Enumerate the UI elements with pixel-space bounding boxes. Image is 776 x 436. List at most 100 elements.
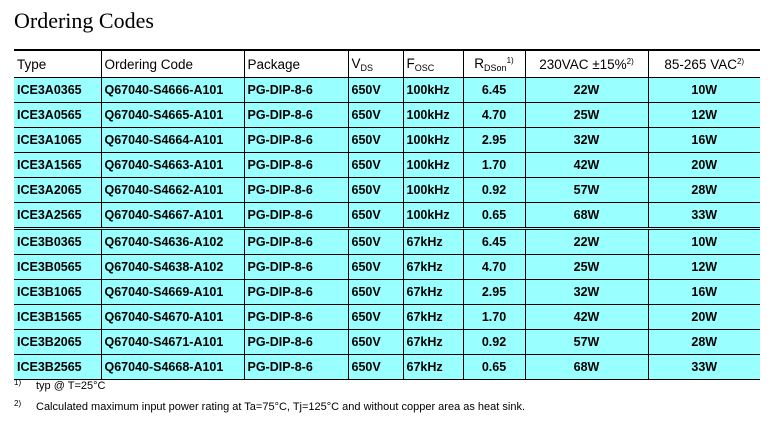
cell-ordering-code: Q67040-S4663-A101 — [100, 152, 244, 178]
cell-vds: 650V — [347, 77, 403, 103]
cell-package: PG-DIP-8-6 — [243, 77, 348, 103]
cell-power-85-265vac: 20W — [647, 304, 760, 330]
cell-package: PG-DIP-8-6 — [243, 102, 348, 128]
table-row: ICE3A2565 Q67040-S4667-A101 PG-DIP-8-6 650V… — [14, 202, 760, 230]
cell-rdson: 0.92 — [462, 177, 525, 203]
cell-type: ICE3B1065 — [14, 279, 101, 305]
header-230vac: 230VAC ±15%2) — [524, 49, 648, 78]
cell-type: ICE3A1065 — [14, 127, 101, 153]
table-row: ICE3B0365 Q67040-S4636-A102 PG-DIP-8-6 650V… — [14, 228, 760, 255]
header-ordering-code: Ordering Code — [100, 49, 244, 78]
cell-package: PG-DIP-8-6 — [243, 202, 348, 230]
cell-package: PG-DIP-8-6 — [243, 177, 348, 203]
cell-type: ICE3A2065 — [14, 177, 101, 203]
cell-power-230vac: 25W — [524, 254, 648, 280]
cell-type: ICE3B2565 — [14, 354, 101, 380]
cell-package: PG-DIP-8-6 — [243, 279, 348, 305]
table-row: ICE3A0565 Q67040-S4665-A101 PG-DIP-8-6 650V… — [14, 102, 760, 128]
cell-rdson: 1.70 — [462, 152, 525, 178]
cell-type: ICE3B2065 — [14, 329, 101, 355]
header-fosc: FOSC — [402, 49, 463, 78]
header-row: Type Ordering Code Package VDS FOSC RDSo… — [14, 49, 760, 78]
cell-ordering-code: Q67040-S4638-A102 — [100, 254, 244, 280]
cell-ordering-code: Q67040-S4636-A102 — [100, 228, 244, 255]
table-row: ICE3A2065 Q67040-S4662-A101 PG-DIP-8-6 650V… — [14, 177, 760, 203]
cell-fosc: 67kHz — [402, 329, 463, 355]
cell-rdson: 0.65 — [462, 354, 525, 380]
cell-rdson: 0.65 — [462, 202, 525, 230]
cell-power-230vac: 32W — [524, 279, 648, 305]
cell-ordering-code: Q67040-S4664-A101 — [100, 127, 244, 153]
cell-fosc: 100kHz — [402, 127, 463, 153]
cell-rdson: 6.45 — [462, 228, 525, 255]
cell-power-230vac: 42W — [524, 304, 648, 330]
table-row: ICE3A0365 Q67040-S4666-A101 PG-DIP-8-6 650V… — [14, 77, 760, 103]
cell-power-85-265vac: 16W — [647, 127, 760, 153]
cell-ordering-code: Q67040-S4668-A101 — [100, 354, 244, 380]
cell-power-230vac: 68W — [524, 354, 648, 380]
cell-vds: 650V — [347, 254, 403, 280]
cell-power-230vac: 42W — [524, 152, 648, 178]
table-row: ICE3B2565 Q67040-S4668-A101 PG-DIP-8-6 650V… — [14, 354, 760, 380]
cell-rdson: 6.45 — [462, 77, 525, 103]
header-package: Package — [243, 49, 348, 78]
cell-type: ICE3A2565 — [14, 202, 101, 230]
ordering-codes-table: Type Ordering Code Package VDS FOSC RDSo… — [14, 49, 760, 380]
cell-power-85-265vac: 33W — [647, 202, 760, 230]
cell-power-85-265vac: 10W — [647, 77, 760, 103]
cell-rdson: 2.95 — [462, 127, 525, 153]
cell-rdson: 2.95 — [462, 279, 525, 305]
table-row: ICE3B0565 Q67040-S4638-A102 PG-DIP-8-6 650V… — [14, 254, 760, 280]
cell-type: ICE3B0565 — [14, 254, 101, 280]
cell-package: PG-DIP-8-6 — [243, 152, 348, 178]
cell-power-85-265vac: 10W — [647, 228, 760, 255]
cell-vds: 650V — [347, 279, 403, 305]
cell-fosc: 67kHz — [402, 254, 463, 280]
cell-rdson: 1.70 — [462, 304, 525, 330]
cell-power-230vac: 32W — [524, 127, 648, 153]
cell-ordering-code: Q67040-S4666-A101 — [100, 77, 244, 103]
cell-ordering-code: Q67040-S4667-A101 — [100, 202, 244, 230]
cell-power-85-265vac: 16W — [647, 279, 760, 305]
cell-power-230vac: 25W — [524, 102, 648, 128]
header-type: Type — [14, 49, 101, 78]
cell-package: PG-DIP-8-6 — [243, 304, 348, 330]
cell-fosc: 67kHz — [402, 304, 463, 330]
cell-type: ICE3B1565 — [14, 304, 101, 330]
table-row: ICE3B1065 Q67040-S4669-A101 PG-DIP-8-6 650V… — [14, 279, 760, 305]
cell-package: PG-DIP-8-6 — [243, 228, 348, 255]
cell-vds: 650V — [347, 202, 403, 230]
cell-vds: 650V — [347, 329, 403, 355]
cell-vds: 650V — [347, 152, 403, 178]
cell-package: PG-DIP-8-6 — [243, 354, 348, 380]
cell-ordering-code: Q67040-S4669-A101 — [100, 279, 244, 305]
page-title: Ordering Codes — [14, 8, 154, 33]
header-vds: VDS — [347, 49, 403, 78]
cell-power-85-265vac: 12W — [647, 102, 760, 128]
cell-fosc: 100kHz — [402, 77, 463, 103]
cell-power-85-265vac: 33W — [647, 354, 760, 380]
cell-package: PG-DIP-8-6 — [243, 254, 348, 280]
table-row: ICE3B1565 Q67040-S4670-A101 PG-DIP-8-6 650V… — [14, 304, 760, 330]
cell-vds: 650V — [347, 177, 403, 203]
cell-power-230vac: 57W — [524, 329, 648, 355]
cell-type: ICE3B0365 — [14, 228, 101, 255]
table-row: ICE3A1065 Q67040-S4664-A101 PG-DIP-8-6 650V… — [14, 127, 760, 153]
cell-type: ICE3A0565 — [14, 102, 101, 128]
cell-power-85-265vac: 28W — [647, 329, 760, 355]
cell-power-230vac: 57W — [524, 177, 648, 203]
cell-package: PG-DIP-8-6 — [243, 127, 348, 153]
cell-vds: 650V — [347, 127, 403, 153]
cell-fosc: 100kHz — [402, 152, 463, 178]
cell-type: ICE3A0365 — [14, 77, 101, 103]
cell-ordering-code: Q67040-S4665-A101 — [100, 102, 244, 128]
cell-fosc: 67kHz — [402, 279, 463, 305]
cell-fosc: 67kHz — [402, 354, 463, 380]
table-row: ICE3B2065 Q67040-S4671-A101 PG-DIP-8-6 650V… — [14, 329, 760, 355]
cell-package: PG-DIP-8-6 — [243, 329, 348, 355]
cell-fosc: 100kHz — [402, 202, 463, 230]
cell-rdson: 4.70 — [462, 102, 525, 128]
cell-power-85-265vac: 12W — [647, 254, 760, 280]
cell-rdson: 4.70 — [462, 254, 525, 280]
cell-power-230vac: 22W — [524, 228, 648, 255]
